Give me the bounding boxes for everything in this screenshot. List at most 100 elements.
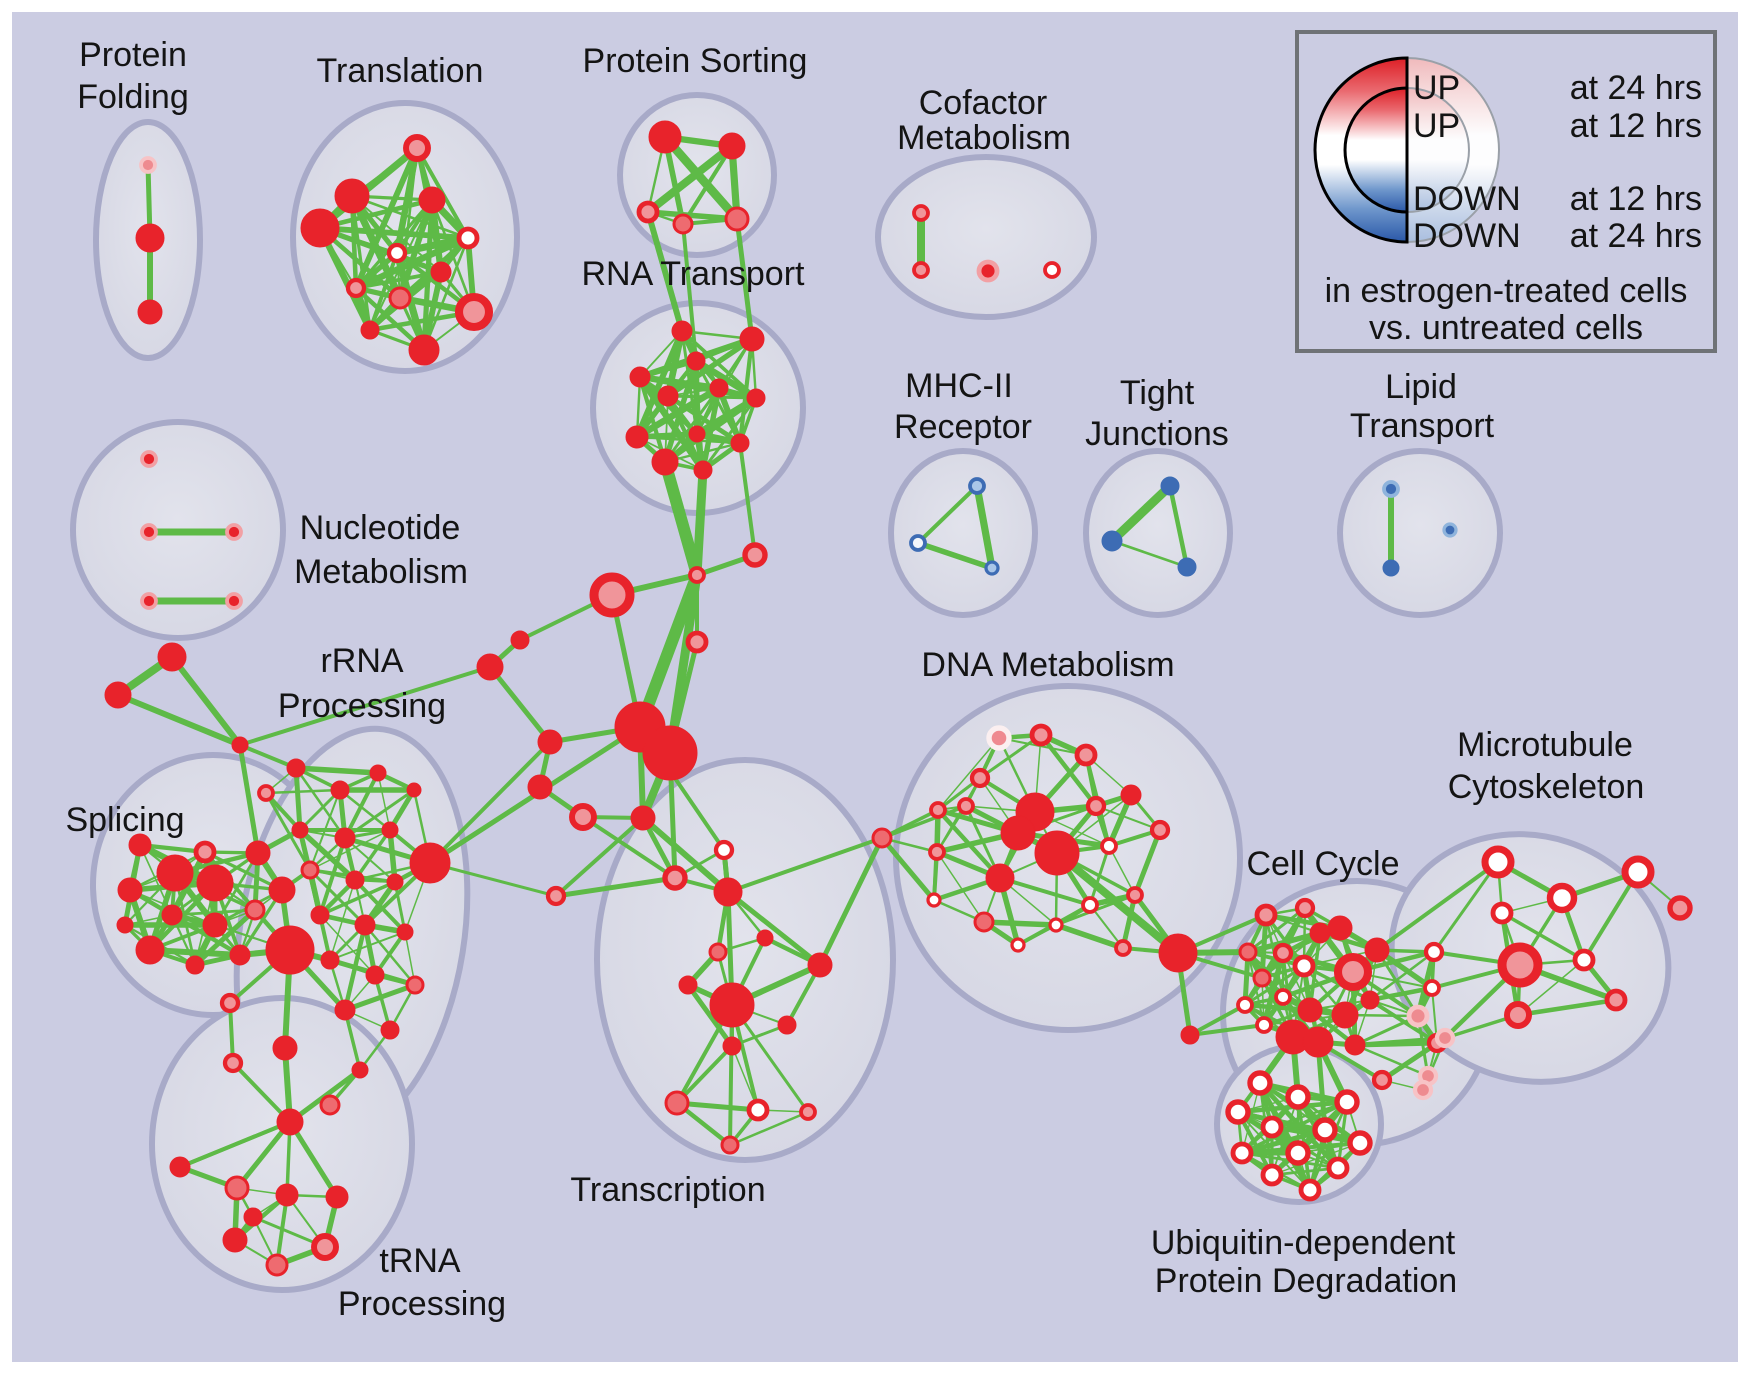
legend-ring-inner-left [1343, 86, 1409, 214]
node-cell-cycle [1327, 915, 1353, 941]
network-edge [998, 876, 1092, 907]
cluster-label-nucleotide-metabolism: Nucleotide [300, 509, 461, 547]
network-edge [1132, 827, 1163, 898]
node-dna-metabolism [926, 892, 942, 908]
network-edge [973, 482, 996, 572]
node-ubiquitin-degradation [1260, 1115, 1284, 1139]
network-edge [318, 880, 397, 917]
node-protein-sorting [724, 206, 750, 232]
network-edge [309, 829, 391, 871]
node-protein-sorting [672, 213, 694, 235]
node-cell-cycle [1333, 952, 1373, 992]
node-transcription [664, 1090, 690, 1116]
node-microtubule-cytoskeleton [1371, 1069, 1393, 1091]
network-edge [293, 765, 381, 776]
node-nucleotide-metabolism [140, 450, 158, 468]
network-edge [916, 484, 979, 545]
node-mhc2-receptor [984, 560, 1000, 576]
node-transcription [713, 839, 735, 861]
network-edge [294, 766, 347, 840]
network-edge [581, 815, 677, 880]
node-microtubule-cytoskeleton [1572, 948, 1596, 972]
network-edge [329, 931, 406, 961]
node-rrna-processing [351, 1061, 369, 1079]
node-dna-metabolism [929, 801, 947, 819]
network-edge [115, 692, 243, 748]
node-rna-transport [671, 320, 693, 342]
connector-node [1158, 933, 1198, 973]
node-dna-metabolism [1048, 917, 1064, 933]
connector-node [272, 1035, 298, 1061]
nodes-layer [104, 120, 1693, 1277]
node-rrna-processing [369, 764, 387, 782]
network-edge [554, 816, 645, 898]
node-rrna-processing [365, 965, 385, 985]
cluster-label-trna-processing: Processing [338, 1285, 506, 1323]
network-edge [237, 742, 261, 856]
node-rrna-processing [381, 821, 399, 839]
node-rna-transport [686, 351, 706, 371]
node-splicing [156, 854, 194, 892]
node-microtubule-cytoskeleton [1497, 942, 1543, 988]
node-trna-processing [222, 1227, 248, 1253]
cluster-label-microtubule-cytoskeleton: Microtubule [1457, 726, 1633, 764]
cluster-label-rrna-processing: rRNA [320, 642, 403, 680]
node-rrna-processing [286, 758, 306, 778]
legend: UP UP DOWN DOWN at 24 hrs at 12 hrs at 1… [1295, 30, 1717, 353]
node-ubiquitin-degradation [1285, 1140, 1311, 1166]
network-edge [1038, 732, 1099, 809]
node-transcription [630, 805, 656, 831]
cluster-label-tight-junctions: Junctions [1085, 415, 1229, 453]
node-trna-processing [325, 1185, 349, 1209]
network-edge [645, 209, 685, 334]
node-rna-transport [629, 366, 651, 388]
node-rna-transport [693, 460, 713, 480]
network-edge [935, 804, 968, 854]
node-tight-junctions [1177, 557, 1197, 577]
node-microtubule-cytoskeleton [1481, 845, 1515, 879]
cluster-ellipse-mhc2-receptor [888, 448, 1038, 618]
network-edge [264, 791, 312, 872]
network-edge [663, 386, 721, 464]
legend-up-24-time: at 24 hrs [1570, 69, 1702, 107]
network-edge [318, 836, 347, 917]
node-rrna-processing [334, 827, 356, 849]
node-dna-metabolism [928, 843, 946, 861]
legend-ring-inner-right [1406, 86, 1470, 214]
network-edge [634, 569, 703, 733]
node-transcription [713, 877, 743, 907]
node-cell-cycle [1292, 954, 1316, 978]
node-cell-cycle [1423, 979, 1441, 997]
network-edge [734, 216, 755, 342]
cluster-label-protein-sorting: Protein Sorting [583, 42, 808, 80]
node-transcription [720, 1135, 740, 1155]
network-edge [553, 875, 678, 899]
network-edge [234, 1119, 293, 1191]
node-cell-cycle [1272, 942, 1294, 964]
node-protein-sorting [636, 200, 660, 224]
network-edge [1353, 1043, 1430, 1078]
node-transcription [746, 1098, 770, 1122]
node-microtubule-cytoskeleton [1490, 901, 1514, 925]
node-microtubule-cytoskeleton [1604, 988, 1628, 1012]
node-nucleotide-metabolism [225, 592, 243, 610]
node-transcription [709, 982, 755, 1028]
connector-node [510, 630, 530, 650]
node-rrna-processing [386, 873, 404, 891]
node-lipid-transport [1442, 522, 1458, 538]
network-edge [728, 1110, 810, 1147]
network-edge [692, 465, 708, 580]
node-rrna-processing [380, 1020, 400, 1040]
network-edge [1108, 845, 1136, 896]
node-rna-transport [730, 433, 750, 453]
connector-node [537, 729, 563, 755]
cluster-label-lipid-transport: Transport [1350, 407, 1495, 445]
network-edge [343, 771, 380, 840]
connector-node [569, 803, 597, 831]
node-ubiquitin-degradation [1334, 1089, 1360, 1115]
node-cell-cycle [1302, 1026, 1334, 1058]
node-transcription [545, 885, 567, 907]
connector-node [742, 542, 768, 568]
